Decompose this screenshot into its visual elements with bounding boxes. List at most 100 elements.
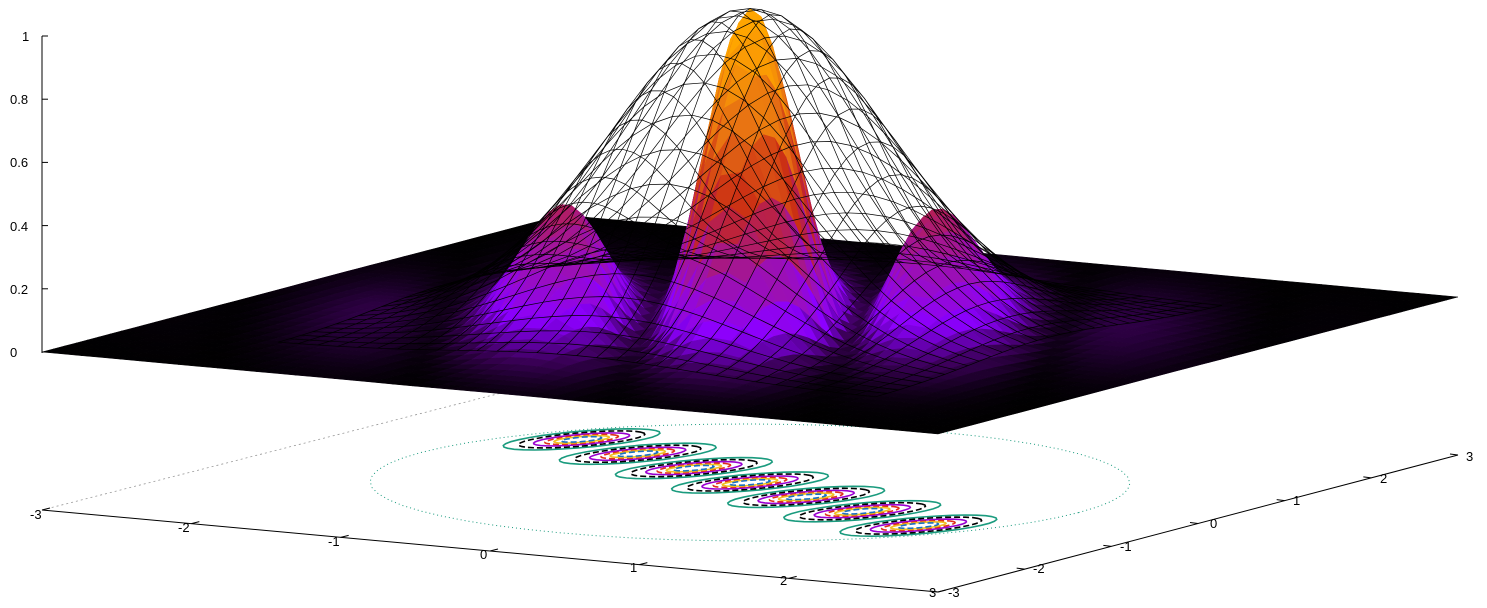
contour-line [656,462,732,474]
mesh-line [462,9,1061,335]
mesh-line [451,8,1049,338]
contour-line [782,499,942,523]
contour-line [543,433,620,446]
y-tick-label: 1 [1293,493,1300,508]
contour-line [785,493,828,501]
contour-line [726,485,886,509]
contour-line [532,432,631,447]
z-tick-label: 1 [22,29,29,44]
contour-line [728,479,772,486]
x-tick-label: -3 [30,507,42,522]
contour-line [672,464,715,472]
mesh-line [497,58,1096,329]
x-tick [639,562,648,566]
y-tick [1449,453,1459,456]
y-tick [1189,522,1199,524]
y-tick [1016,567,1025,570]
mesh-line [485,35,1084,331]
contour-line [880,519,957,532]
mesh-line [474,18,1072,333]
x-tick-labels: -3 -2 -1 0 1 2 3 [30,507,936,600]
contour-line [798,501,927,521]
contour-line [742,487,871,507]
contour-line [588,446,687,462]
contour-line [712,476,788,489]
y-axis-ticks [929,453,1459,593]
contour-line [629,458,758,478]
pm3d-surface [41,8,1459,435]
y-tick-label: 0 [1210,516,1217,531]
contour-line [573,444,702,464]
y-tick [929,590,939,593]
z-tick-label: 0.4 [10,219,28,234]
x-tick-label: -1 [328,534,340,549]
y-tick [1363,476,1372,479]
contour-line [369,423,1131,542]
base-contours [369,423,1131,542]
x-tick-label: -2 [178,520,190,535]
contour-line [777,492,835,502]
contour-line [869,518,968,533]
contour-line [560,435,603,443]
z-tick-label: 0 [10,345,17,360]
x-tick-label: 1 [630,560,637,575]
contour-line [600,447,676,460]
y-tick-label: -3 [948,585,960,600]
mesh-line [624,250,1223,306]
contour-line [824,505,900,518]
z-tick-label: 0.2 [10,282,28,297]
mesh-line [613,253,1211,309]
mesh-line [532,141,1130,324]
y-tick [1276,499,1285,502]
contour-line [614,456,774,480]
contour-line [813,503,912,519]
y-tick-labels: -3 -2 -1 0 1 2 3 [948,449,1473,600]
mesh-line [439,15,1038,341]
contour-line [854,516,983,535]
mesh-line [324,296,922,383]
contour-line [558,442,718,466]
mesh-line [289,338,887,394]
y-tick-label: 3 [1466,449,1473,464]
x-tick-label: 0 [480,547,487,562]
contour-line [839,514,998,538]
x-tick [788,575,797,579]
mesh-line [566,212,1165,319]
back-edge-left [41,377,561,511]
z-axis [41,35,48,353]
contour-line [502,427,661,451]
mesh-line [370,183,968,367]
mesh-line [358,216,957,371]
contour-line [701,475,799,490]
envelope-mesh [277,8,1223,398]
z-tick-label: 0.8 [10,92,28,107]
x-tick [340,534,349,538]
contour-line [897,522,940,530]
contour-line [609,449,667,459]
mesh-line [393,114,992,358]
y-tick [1103,544,1112,547]
y-tick-label: 2 [1380,471,1387,486]
x-tick [191,521,200,525]
x-axis-ticks [41,507,947,593]
z-tick-labels: 0 0.2 0.4 0.6 0.8 1 [10,29,29,360]
contour-line [757,489,856,505]
mesh-line [543,168,1142,322]
contour-line [644,460,743,476]
contour-line [517,430,646,449]
mesh-line [312,315,911,387]
contour-line [768,491,844,503]
x-tick [41,507,51,511]
contour-line [670,471,830,494]
contour-line [685,473,815,492]
contour-line [616,450,659,458]
y-tick-label: -1 [1120,539,1132,554]
mesh-line [277,341,876,398]
mesh-line [335,273,934,379]
mesh-line [301,330,899,391]
mesh-line [509,84,1107,327]
mesh-line [416,53,1015,349]
z-tick-label: 0.6 [10,155,28,170]
x-tick-label: 2 [780,573,787,588]
